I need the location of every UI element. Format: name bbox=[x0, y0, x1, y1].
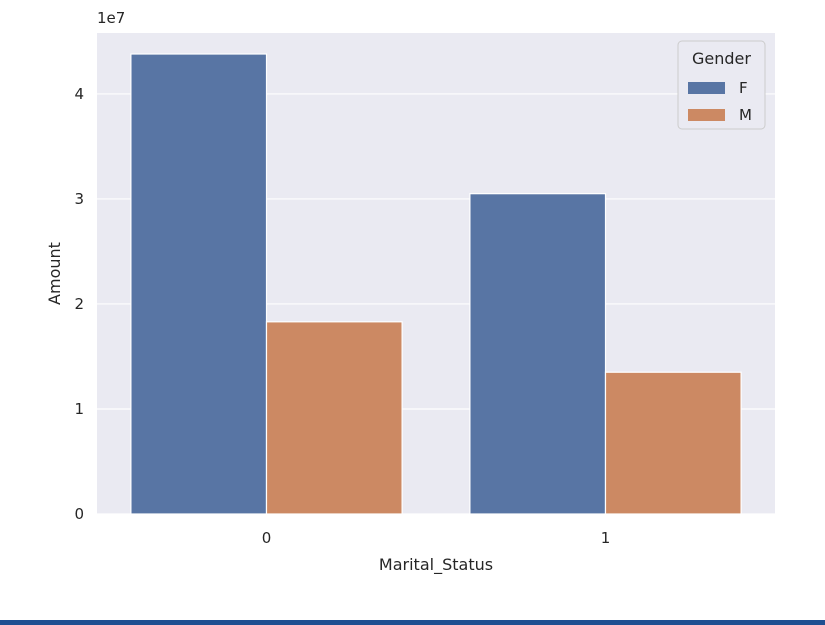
y-tick-label: 1 bbox=[74, 400, 84, 418]
y-tick-labels: 0 1 2 3 4 bbox=[74, 85, 84, 523]
x-tick-label: 1 bbox=[601, 529, 611, 547]
x-tick-label: 0 bbox=[262, 529, 272, 547]
y-tick-label: 4 bbox=[74, 85, 84, 103]
bar-F-1 bbox=[469, 193, 607, 515]
legend-label: F bbox=[739, 79, 748, 97]
y-tick-label: 2 bbox=[74, 295, 84, 313]
legend: Gender FM bbox=[677, 40, 766, 130]
bar-M-1 bbox=[604, 371, 742, 515]
y-tick-label: 0 bbox=[74, 505, 84, 523]
y-offset-text: 1e7 bbox=[97, 9, 125, 27]
legend-items: FM bbox=[688, 79, 752, 124]
legend-swatch-M bbox=[688, 109, 725, 121]
legend-swatch-F bbox=[688, 82, 725, 94]
bottom-accent-bar bbox=[0, 620, 825, 625]
y-tick-label: 3 bbox=[74, 190, 84, 208]
legend-title: Gender bbox=[692, 49, 751, 68]
y-axis-label: Amount bbox=[45, 242, 64, 305]
bar-F-0 bbox=[130, 53, 268, 515]
legend-label: M bbox=[739, 106, 752, 124]
bar-M-0 bbox=[265, 321, 403, 515]
bars bbox=[130, 53, 742, 515]
x-axis-label: Marital_Status bbox=[379, 555, 493, 575]
